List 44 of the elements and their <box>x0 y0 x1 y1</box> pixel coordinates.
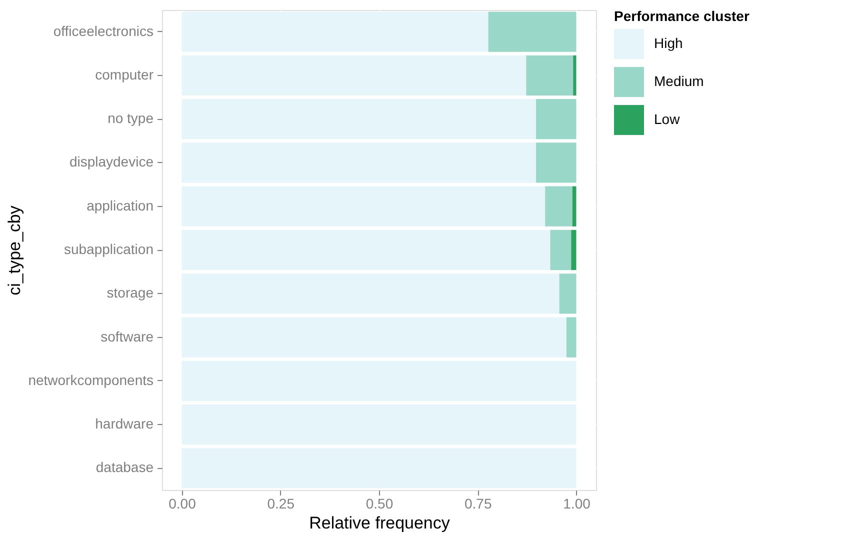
bar <box>545 186 572 226</box>
bar <box>182 186 546 226</box>
x-tick-label: 0.75 <box>464 496 492 512</box>
bar <box>573 55 576 96</box>
legend-label: Low <box>654 111 681 127</box>
x-axis-title: Relative frequency <box>309 514 450 532</box>
legend-label: High <box>654 35 683 51</box>
bar <box>182 55 526 96</box>
bar <box>182 12 488 52</box>
y-tick-label: computer <box>95 66 154 82</box>
bar <box>550 230 572 270</box>
x-tick-label: 0.50 <box>366 496 394 512</box>
bar <box>536 99 576 140</box>
bar <box>182 99 536 140</box>
bar <box>182 274 560 314</box>
y-tick-label: subapplication <box>64 241 154 257</box>
legend-title: Performance cluster <box>614 8 750 24</box>
bar <box>182 317 566 358</box>
legend-label: Medium <box>654 73 704 89</box>
bar <box>559 274 576 314</box>
bar <box>572 186 576 226</box>
y-tick-label: database <box>96 459 154 476</box>
y-tick-label: hardware <box>95 416 154 432</box>
bar <box>536 142 576 183</box>
bar <box>571 230 576 270</box>
bar <box>182 142 536 183</box>
bar <box>566 317 576 358</box>
x-tick-label: 0.25 <box>267 496 295 512</box>
bar <box>182 360 576 401</box>
y-tick-label: application <box>86 197 154 214</box>
y-tick-label: no type <box>108 110 154 126</box>
bar <box>182 404 576 445</box>
y-tick-label: storage <box>106 284 154 301</box>
x-tick-label: 0.00 <box>168 496 196 512</box>
bar <box>526 55 574 96</box>
y-axis-title: ci_type_cby <box>5 205 24 296</box>
y-tick-label: officeelectronics <box>53 22 154 39</box>
x-tick-label: 1.00 <box>563 496 591 512</box>
bar <box>182 448 576 488</box>
y-tick-label: networkcomponents <box>28 372 154 388</box>
bar <box>488 12 576 52</box>
y-tick-label: software <box>100 328 154 344</box>
bar <box>182 230 550 270</box>
y-tick-label: displaydevice <box>69 154 154 170</box>
